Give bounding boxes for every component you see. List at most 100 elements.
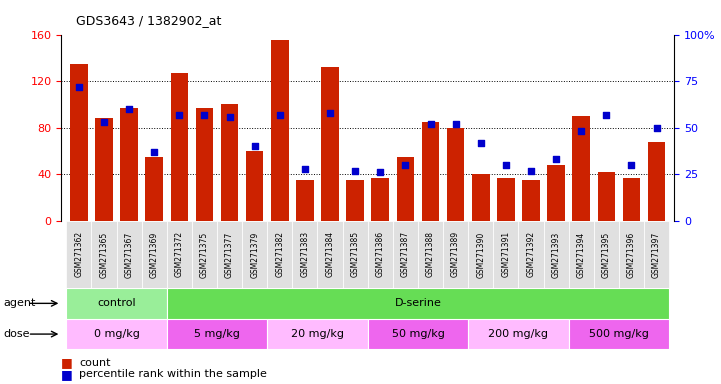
Bar	[66, 221, 92, 288]
Text: control: control	[97, 298, 136, 308]
Text: GSM271387: GSM271387	[401, 231, 410, 278]
Bar	[117, 221, 141, 288]
Bar	[493, 221, 518, 288]
Text: GSM271396: GSM271396	[627, 231, 636, 278]
Bar	[368, 221, 393, 288]
Text: GSM271367: GSM271367	[125, 231, 133, 278]
Bar	[217, 221, 242, 288]
Text: GSM271385: GSM271385	[350, 231, 360, 278]
Text: GSM271365: GSM271365	[99, 231, 108, 278]
Point	[123, 106, 135, 112]
Bar	[95, 118, 112, 221]
Point	[249, 143, 260, 149]
Bar	[647, 142, 665, 221]
Point	[224, 113, 235, 119]
Point	[199, 112, 211, 118]
Point	[575, 128, 587, 134]
Point	[73, 84, 84, 90]
Bar	[296, 180, 314, 221]
Point	[450, 121, 461, 127]
Bar	[598, 172, 615, 221]
Bar	[267, 319, 368, 349]
Bar	[443, 221, 468, 288]
Bar	[447, 128, 464, 221]
Bar	[242, 221, 267, 288]
Text: 50 mg/kg: 50 mg/kg	[392, 329, 444, 339]
Bar	[371, 178, 389, 221]
Bar	[92, 221, 117, 288]
Point	[374, 169, 386, 175]
Bar	[195, 108, 213, 221]
Bar	[171, 73, 188, 221]
Point	[425, 121, 436, 127]
Bar	[167, 221, 192, 288]
Text: GSM271394: GSM271394	[577, 231, 585, 278]
Point	[525, 167, 536, 174]
Bar	[472, 174, 490, 221]
Text: GSM271386: GSM271386	[376, 231, 385, 278]
Bar	[497, 178, 515, 221]
Text: percentile rank within the sample: percentile rank within the sample	[79, 369, 267, 379]
Point	[299, 166, 311, 172]
Bar	[346, 180, 364, 221]
Text: GSM271389: GSM271389	[451, 231, 460, 278]
Bar	[623, 178, 640, 221]
Bar	[146, 157, 163, 221]
Text: 500 mg/kg: 500 mg/kg	[589, 329, 649, 339]
Text: GSM271369: GSM271369	[150, 231, 159, 278]
Text: GSM271388: GSM271388	[426, 232, 435, 277]
Text: GDS3643 / 1382902_at: GDS3643 / 1382902_at	[76, 14, 221, 27]
Bar	[271, 40, 288, 221]
Text: ■: ■	[61, 356, 73, 369]
Point	[174, 112, 185, 118]
Text: GSM271375: GSM271375	[200, 231, 209, 278]
Text: 5 mg/kg: 5 mg/kg	[194, 329, 240, 339]
Text: 0 mg/kg: 0 mg/kg	[94, 329, 139, 339]
Bar	[221, 104, 239, 221]
Bar	[167, 319, 267, 349]
Text: GSM271390: GSM271390	[477, 231, 485, 278]
Point	[274, 112, 286, 118]
Bar	[397, 157, 414, 221]
Point	[475, 139, 487, 146]
Text: 200 mg/kg: 200 mg/kg	[488, 329, 549, 339]
Bar	[70, 64, 88, 221]
Bar	[468, 221, 493, 288]
Bar	[267, 221, 292, 288]
Point	[500, 162, 512, 168]
Bar	[368, 319, 468, 349]
Text: ■: ■	[61, 368, 73, 381]
Bar	[192, 221, 217, 288]
Text: GSM271379: GSM271379	[250, 231, 259, 278]
Text: agent: agent	[4, 298, 36, 308]
Bar	[522, 180, 540, 221]
Point	[601, 112, 612, 118]
Bar	[547, 165, 565, 221]
Text: GSM271384: GSM271384	[326, 231, 335, 278]
Text: GSM271362: GSM271362	[74, 231, 84, 278]
Bar	[569, 319, 669, 349]
Text: GSM271383: GSM271383	[301, 231, 309, 278]
Bar	[619, 221, 644, 288]
Bar	[246, 151, 263, 221]
Bar	[66, 319, 167, 349]
Bar	[66, 288, 167, 319]
Text: GSM271393: GSM271393	[552, 231, 561, 278]
Point	[651, 125, 663, 131]
Text: GSM271391: GSM271391	[501, 231, 510, 278]
Text: GSM271395: GSM271395	[602, 231, 611, 278]
Point	[399, 162, 411, 168]
Point	[149, 149, 160, 155]
Bar	[292, 221, 317, 288]
Text: GSM271382: GSM271382	[275, 232, 284, 277]
Bar	[418, 221, 443, 288]
Bar	[569, 221, 594, 288]
Point	[324, 110, 336, 116]
Bar	[644, 221, 669, 288]
Text: dose: dose	[4, 329, 30, 339]
Bar	[572, 116, 590, 221]
Bar	[120, 108, 138, 221]
Text: GSM271397: GSM271397	[652, 231, 661, 278]
Bar	[167, 288, 669, 319]
Text: count: count	[79, 358, 111, 368]
